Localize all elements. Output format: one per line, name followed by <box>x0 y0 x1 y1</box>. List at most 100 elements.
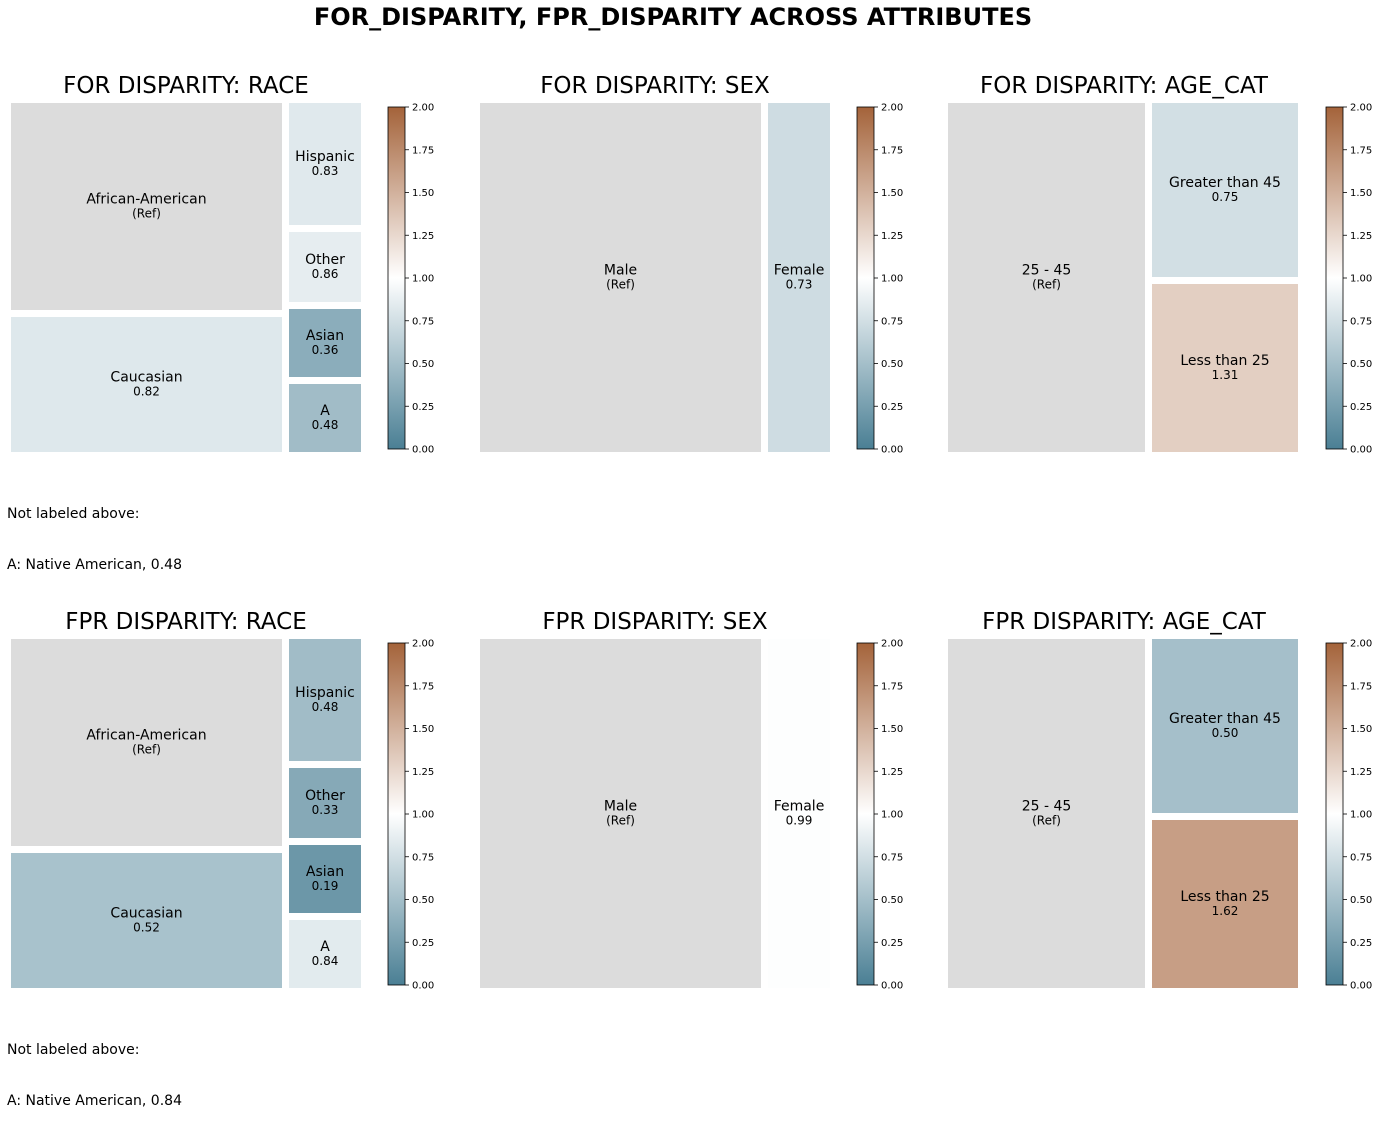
cell-value: (Ref) <box>1032 278 1061 292</box>
colorbar-tick-label: 2.00 <box>881 103 903 114</box>
note-text: A: Native American, 0.48 <box>7 557 182 573</box>
colorbar-gradient <box>856 106 875 450</box>
colorbar-tick-label: 1.00 <box>412 274 434 285</box>
colorbar-tick-label: 1.75 <box>1350 681 1372 692</box>
cell-value: 0.83 <box>312 164 339 178</box>
treemap-cell-male: Male(Ref) <box>480 639 761 988</box>
colorbar-tick-label: 0.50 <box>1350 895 1372 906</box>
note-heading: Not labeled above: <box>7 506 140 522</box>
cell-value: 0.50 <box>1212 726 1239 740</box>
colorbar-tick-label: 1.00 <box>412 810 434 821</box>
cell-label: Asian <box>306 328 344 344</box>
cell-label: Caucasian <box>110 370 182 386</box>
colorbar-tick-label: 0.00 <box>1350 981 1372 992</box>
cell-rect <box>11 853 282 988</box>
panel-fpr-disparity-sex: FPR DISPARITY: SEXMale(Ref)Female0.990.0… <box>480 609 903 992</box>
cell-label: A <box>320 403 330 419</box>
colorbar-tick-label: 0.25 <box>412 938 434 949</box>
cell-label: Asian <box>306 864 344 880</box>
treemap-cell-african-american: African-American(Ref) <box>11 639 282 846</box>
cell-label: Greater than 45 <box>1169 711 1281 727</box>
cell-label: Hispanic <box>295 149 355 165</box>
colorbar-tick-label: 0.00 <box>881 981 903 992</box>
colorbar-tick-label: 1.00 <box>881 274 903 285</box>
treemap-cell-a: A0.48 <box>289 384 361 452</box>
colorbar-tick-label: 1.50 <box>412 188 434 199</box>
colorbar-tick-label: 0.00 <box>881 445 903 456</box>
colorbar-tick-label: 2.00 <box>412 103 434 114</box>
colorbar-tick-label: 0.25 <box>1350 938 1372 949</box>
colorbar-tick-label: 0.00 <box>412 981 434 992</box>
cell-label: 25 - 45 <box>1022 799 1072 815</box>
colorbar-tick-label: 0.50 <box>881 895 903 906</box>
colorbar-gradient <box>387 642 406 986</box>
cell-value: (Ref) <box>1032 814 1061 828</box>
cell-value: 0.19 <box>312 879 339 893</box>
colorbar-tick-label: 0.25 <box>412 402 434 413</box>
cell-value: 0.33 <box>312 803 339 817</box>
cell-rect <box>289 232 361 302</box>
note-heading: Not labeled above: <box>7 1042 140 1058</box>
cell-label: Hispanic <box>295 685 355 701</box>
treemap-cell-a: A0.84 <box>289 920 361 988</box>
panel-fpr-disparity-race: FPR DISPARITY: RACE African-American(Ref)… <box>11 609 434 992</box>
colorbar-tick-label: 1.00 <box>1350 274 1372 285</box>
cell-value: 0.86 <box>312 267 339 281</box>
cell-rect <box>1152 639 1298 813</box>
colorbar-tick-label: 0.75 <box>881 316 903 327</box>
colorbar: 0.00 0.25 0.50 0.75 1.00 1.25 1.50 1.75 2.00 <box>387 103 434 456</box>
treemap-cell-african-american: African-American(Ref) <box>11 103 282 310</box>
colorbar-tick-label: 0.75 <box>881 852 903 863</box>
cell-label: A <box>320 939 330 955</box>
colorbar: 0.00 0.25 0.50 0.75 1.00 1.25 1.50 1.75 2.00 <box>856 103 903 456</box>
panel-title: FOR DISPARITY: SEX <box>540 73 770 99</box>
colorbar-gradient <box>387 106 406 450</box>
colorbar-tick-label: 0.75 <box>1350 852 1372 863</box>
colorbar: 0.00 0.25 0.50 0.75 1.00 1.25 1.50 1.75 2.00 <box>387 639 434 992</box>
panel-title: FPR DISPARITY: SEX <box>542 609 768 635</box>
panel-title: FOR DISPARITY: RACE <box>63 73 309 99</box>
cell-value: 0.82 <box>133 385 160 399</box>
colorbar-tick-label: 1.25 <box>881 231 903 242</box>
cell-rect <box>948 103 1145 452</box>
colorbar-tick-label: 1.25 <box>1350 231 1372 242</box>
cell-value: 0.73 <box>786 278 813 292</box>
cell-value: (Ref) <box>132 743 161 757</box>
colorbar-tick-label: 2.00 <box>881 639 903 650</box>
cell-rect <box>948 639 1145 988</box>
cell-value: 0.52 <box>133 921 160 935</box>
cell-label: Female <box>774 263 825 279</box>
colorbar-tick-label: 1.25 <box>412 231 434 242</box>
cell-label: 25 - 45 <box>1022 263 1072 279</box>
colorbar-tick-label: 2.00 <box>1350 639 1372 650</box>
cell-rect <box>768 639 830 988</box>
colorbar: 0.00 0.25 0.50 0.75 1.00 1.25 1.50 1.75 2.00 <box>1325 103 1372 456</box>
colorbar-tick-label: 1.75 <box>881 145 903 156</box>
colorbar-tick-label: 1.25 <box>881 767 903 778</box>
colorbar-tick-label: 0.50 <box>881 359 903 370</box>
cell-value: 0.75 <box>1212 190 1239 204</box>
cell-rect <box>480 103 761 452</box>
cell-rect <box>11 317 282 452</box>
colorbar-tick-label: 0.50 <box>412 895 434 906</box>
colorbar-tick-label: 0.00 <box>412 445 434 456</box>
cell-label: Less than 25 <box>1180 353 1269 369</box>
cell-value: 0.36 <box>312 343 339 357</box>
cell-value: 1.31 <box>1212 368 1239 382</box>
cell-value: (Ref) <box>606 278 635 292</box>
colorbar-tick-label: 0.25 <box>881 938 903 949</box>
cell-rect <box>289 768 361 838</box>
treemap-cell-less-than-25: Less than 251.31 <box>1152 284 1298 452</box>
colorbar-tick-label: 1.00 <box>1350 810 1372 821</box>
colorbar-tick-label: 1.25 <box>1350 767 1372 778</box>
panel-title: FPR DISPARITY: RACE <box>65 609 306 635</box>
colorbar-tick-label: 1.50 <box>1350 724 1372 735</box>
